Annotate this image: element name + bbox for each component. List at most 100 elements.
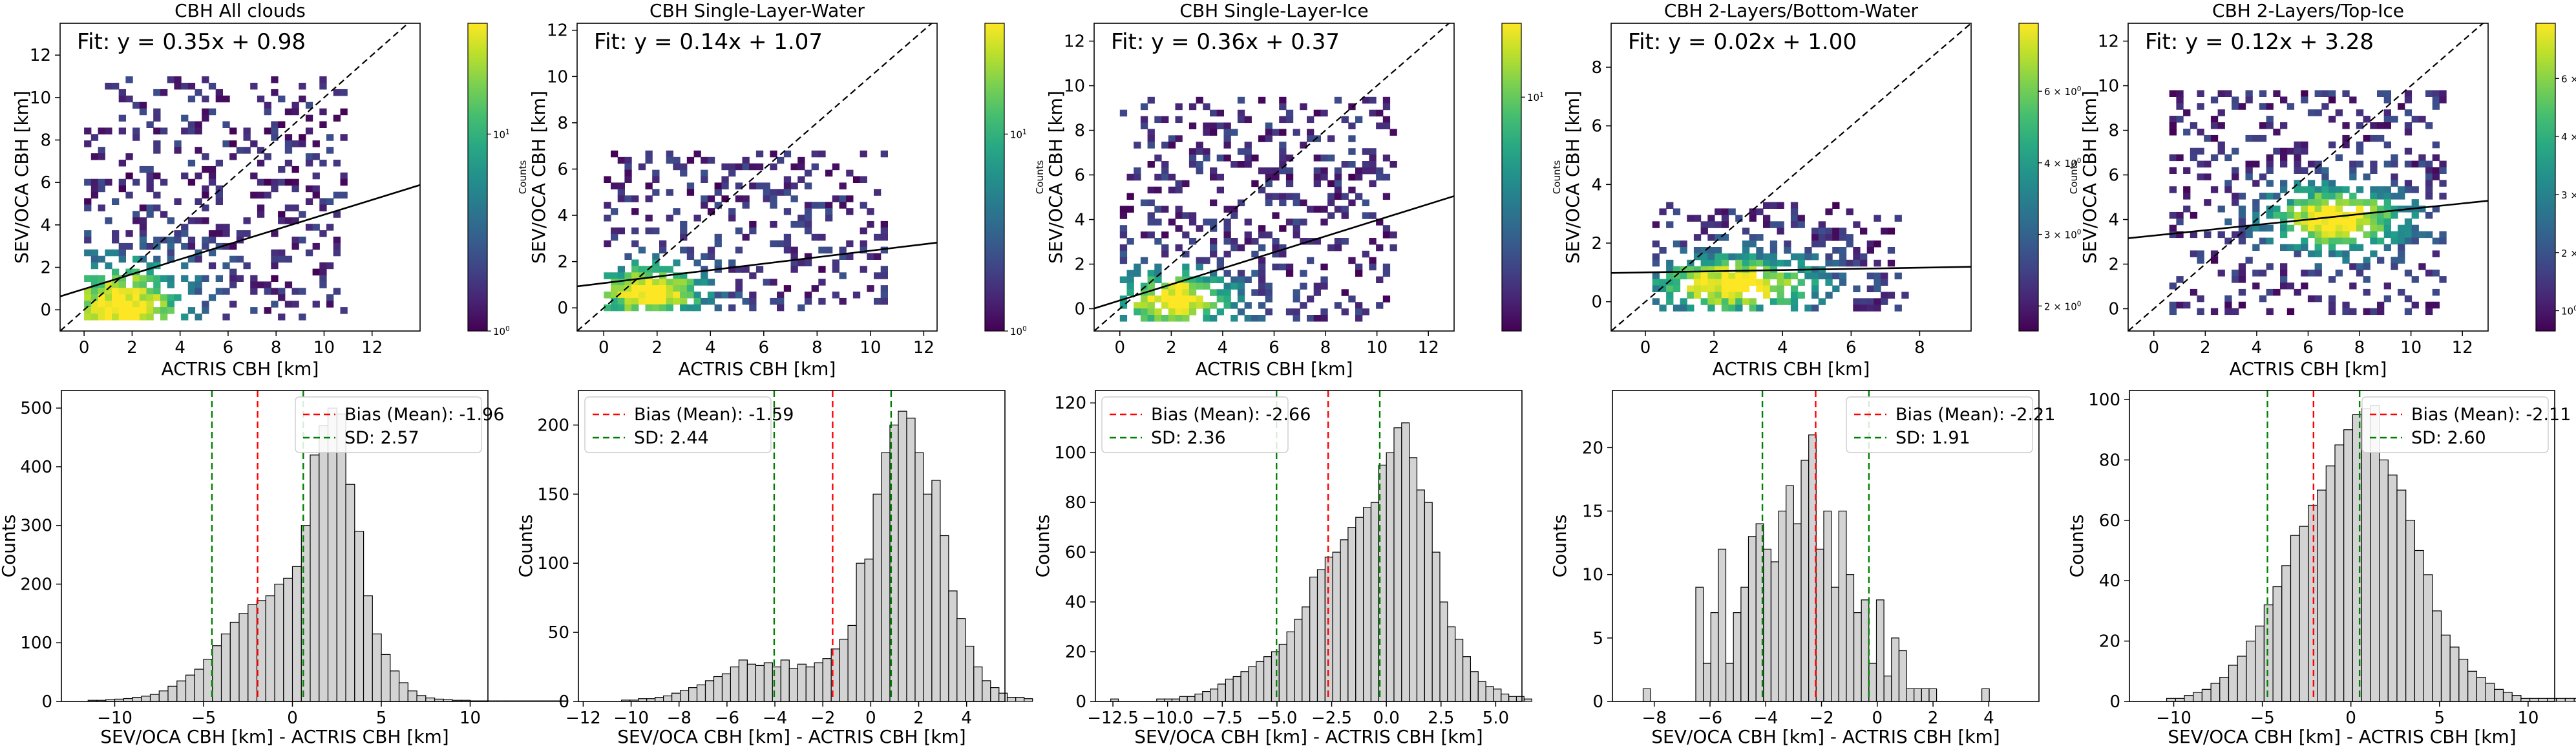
x-tick-label: −10.0 bbox=[1142, 709, 1194, 728]
histogram-bar bbox=[1515, 696, 1525, 702]
heatmap-cell bbox=[2307, 224, 2316, 232]
heatmap-cell bbox=[139, 204, 147, 211]
heatmap-cell bbox=[187, 237, 196, 244]
heatmap-cell bbox=[1147, 135, 1155, 142]
heatmap-cell bbox=[326, 147, 334, 154]
heatmap-cell bbox=[2383, 90, 2391, 97]
heatmap-cell bbox=[1362, 167, 1369, 175]
heatmap-cell bbox=[291, 178, 299, 186]
heatmap-cell bbox=[1382, 225, 1391, 232]
heatmap-cell bbox=[1175, 186, 1183, 194]
y-tick-label: 0 bbox=[558, 692, 569, 712]
heatmap-cell bbox=[84, 237, 92, 244]
heatmap-cell bbox=[2377, 211, 2385, 219]
x-tick-label: −5 bbox=[191, 709, 216, 728]
heatmap-cell bbox=[1300, 142, 1307, 149]
heatmap-cell bbox=[1832, 285, 1840, 292]
heatmap-cell bbox=[1147, 315, 1155, 322]
heatmap-cell bbox=[84, 294, 92, 301]
heatmap-cell bbox=[2432, 90, 2440, 97]
colorbar-tick-label: 100 bbox=[2561, 305, 2576, 317]
histogram-bar bbox=[780, 659, 790, 702]
heatmap-cell bbox=[132, 281, 140, 288]
heatmap-cell bbox=[638, 292, 646, 299]
heatmap-cell bbox=[125, 230, 133, 237]
heatmap-cell bbox=[818, 266, 826, 273]
heatmap-cell bbox=[1203, 129, 1210, 136]
heatmap-cell bbox=[1307, 295, 1314, 303]
heatmap-cell bbox=[1825, 259, 1833, 267]
heatmap-cell bbox=[181, 275, 189, 282]
heatmap-cell bbox=[839, 253, 847, 260]
heatmap-cell bbox=[1666, 298, 1674, 305]
heatmap-cell bbox=[139, 217, 147, 224]
heatmap-cell bbox=[659, 292, 667, 299]
heatmap-cell bbox=[2328, 276, 2336, 283]
heatmap-cell bbox=[1237, 199, 1245, 206]
x-tick-label: 4 bbox=[1983, 709, 1994, 728]
histogram-bar bbox=[864, 559, 874, 702]
heatmap-cell bbox=[264, 108, 271, 116]
heatmap-cell bbox=[2391, 193, 2398, 200]
heatmap-cell bbox=[243, 262, 251, 270]
heatmap-cell bbox=[2232, 147, 2239, 155]
heatmap-cell bbox=[2370, 237, 2378, 245]
histogram-bar bbox=[688, 687, 698, 702]
heatmap-cell bbox=[1887, 247, 1895, 254]
heatmap-cell bbox=[2307, 199, 2316, 206]
histogram-bar bbox=[2343, 429, 2353, 702]
y-tick-label: 0 bbox=[41, 692, 52, 712]
heatmap-cell bbox=[1216, 295, 1224, 303]
heatmap-cell bbox=[790, 195, 798, 202]
histogram-bar bbox=[1981, 688, 1990, 702]
heatmap-cell bbox=[783, 240, 792, 248]
heatmap-cell bbox=[1258, 315, 1266, 322]
heatmap-cell bbox=[1119, 231, 1128, 239]
heatmap-cell bbox=[2273, 90, 2281, 97]
heatmap-cell bbox=[1279, 148, 1287, 155]
heatmap-cell bbox=[1134, 308, 1141, 315]
heatmap-cell bbox=[1210, 238, 1218, 245]
colorbar-tick-label: 6 × 100 bbox=[2044, 85, 2081, 98]
heatmap-cell bbox=[1313, 135, 1321, 142]
histogram-bar bbox=[1424, 502, 1433, 702]
heatmap-cell bbox=[735, 163, 743, 171]
heatmap-cell bbox=[1307, 129, 1314, 136]
heatmap-cell bbox=[1244, 231, 1252, 239]
heatmap-cell bbox=[2245, 96, 2253, 103]
heatmap-cell bbox=[1707, 221, 1715, 228]
heatmap-cell bbox=[818, 202, 826, 209]
y-tick-label: 0 bbox=[40, 301, 51, 320]
heatmap-cell bbox=[2314, 193, 2322, 200]
fit-equation: Fit: y = 0.12x + 3.28 bbox=[2145, 29, 2374, 55]
heatmap-cell bbox=[1175, 295, 1183, 303]
histogram-bar bbox=[1642, 688, 1651, 702]
heatmap-cell bbox=[284, 255, 293, 263]
heatmap-cell bbox=[2432, 141, 2440, 149]
heatmap-cell bbox=[2335, 199, 2343, 206]
heatmap-cell bbox=[1707, 292, 1715, 299]
heatmap-cell bbox=[2321, 218, 2329, 226]
heatmap-cell bbox=[631, 240, 639, 248]
heatmap-cell bbox=[1161, 295, 1169, 303]
heatmap-cell bbox=[1182, 231, 1190, 239]
heatmap-cell bbox=[2301, 147, 2308, 155]
heatmap-cell bbox=[2349, 167, 2357, 174]
heatmap-cell bbox=[202, 204, 209, 211]
heatmap-cell bbox=[880, 285, 888, 292]
heatmap-cell bbox=[1362, 148, 1369, 155]
heatmap-cell bbox=[1126, 283, 1134, 290]
histogram-bar bbox=[158, 690, 169, 702]
heatmap-cell bbox=[2383, 96, 2391, 103]
heatmap-cell bbox=[112, 288, 120, 295]
heatmap-cell bbox=[1119, 315, 1128, 322]
heatmap-cell bbox=[2176, 96, 2184, 103]
heatmap-cell bbox=[2425, 211, 2433, 219]
heatmap-cell bbox=[2294, 141, 2301, 149]
y-axis-label: SEV/OCA CBH [km] bbox=[2079, 91, 2100, 264]
heatmap-cell bbox=[1223, 122, 1231, 129]
heatmap-cell bbox=[1161, 206, 1169, 213]
heatmap-cell bbox=[139, 307, 147, 314]
heatmap-cell bbox=[2391, 160, 2398, 168]
heatmap-cell bbox=[728, 259, 736, 266]
